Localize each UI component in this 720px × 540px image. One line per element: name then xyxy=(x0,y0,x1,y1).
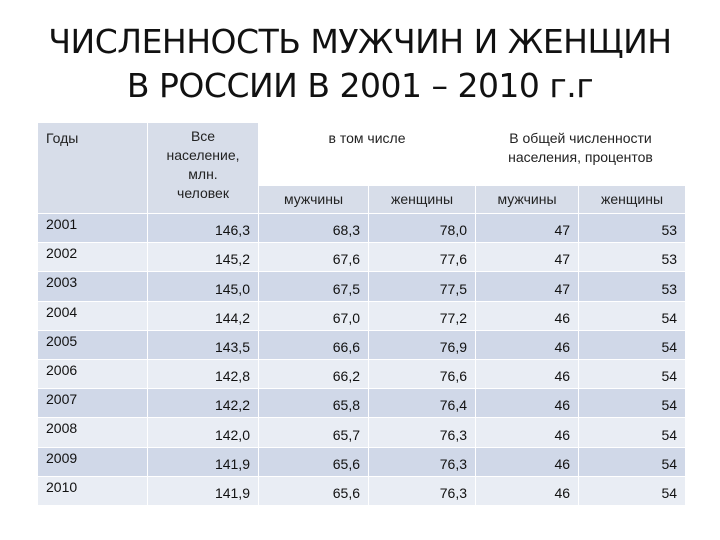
value-cell: 67,0 xyxy=(258,300,369,331)
value-cell: 54 xyxy=(578,446,687,477)
table-row: 2005 143,5 66,6 76,9 46 54 xyxy=(37,329,687,360)
header-cell: Все население, млн. человек xyxy=(147,122,259,214)
value-cell: 46 xyxy=(475,446,580,477)
table-row: 2003 145,0 67,5 77,5 47 53 xyxy=(37,271,687,302)
value-cell: 66,2 xyxy=(258,358,369,390)
value-cell: 68,3 xyxy=(258,212,369,244)
year-cell: 2001 xyxy=(37,212,148,244)
value-cell: 76,9 xyxy=(367,329,477,360)
year-cell: 2009 xyxy=(37,446,148,477)
header-cell: в том числе xyxy=(257,122,477,186)
value-cell: 46 xyxy=(475,358,580,390)
value-cell: 54 xyxy=(578,388,687,419)
value-cell: 67,6 xyxy=(258,242,369,273)
year-cell: 2006 xyxy=(37,358,148,390)
value-cell: 47 xyxy=(475,242,580,273)
table-row: 2006 142,8 66,2 76,6 46 54 xyxy=(37,358,687,390)
year-cell: 2007 xyxy=(37,388,148,419)
value-cell: 76,3 xyxy=(367,446,477,477)
value-cell: 53 xyxy=(578,242,687,273)
value-cell: 46 xyxy=(475,329,580,360)
subheader-cell: женщины xyxy=(367,185,477,214)
subheader-cell: женщины xyxy=(578,185,687,214)
value-cell: 145,0 xyxy=(147,271,259,302)
year-cell: 2010 xyxy=(37,475,148,506)
value-cell: 65,8 xyxy=(258,388,369,419)
subheader-cell: мужчины xyxy=(475,185,580,214)
value-cell: 53 xyxy=(578,212,687,244)
table-row: 2010 141,9 65,6 76,3 46 54 xyxy=(37,475,687,506)
table-row: 2009 141,9 65,6 76,3 46 54 xyxy=(37,446,687,477)
value-cell: 141,9 xyxy=(147,446,259,477)
value-cell: 77,2 xyxy=(367,300,477,331)
value-cell: 145,2 xyxy=(147,242,259,273)
value-cell: 65,6 xyxy=(258,475,369,506)
value-cell: 54 xyxy=(578,475,687,506)
value-cell: 54 xyxy=(578,329,687,360)
value-cell: 47 xyxy=(475,212,580,244)
header-cell: В общей численности населения, процентов xyxy=(475,122,687,186)
year-cell: 2008 xyxy=(37,417,148,448)
value-cell: 142,8 xyxy=(147,358,259,390)
value-cell: 66,6 xyxy=(258,329,369,360)
value-cell: 141,9 xyxy=(147,475,259,506)
table-row: 2008 142,0 65,7 76,3 46 54 xyxy=(37,417,687,448)
table-row: 2001 146,3 68,3 78,0 47 53 xyxy=(37,212,687,244)
value-cell: 46 xyxy=(475,300,580,331)
value-cell: 76,3 xyxy=(367,475,477,506)
value-cell: 76,4 xyxy=(367,388,477,419)
title-line: ЧИСЛЕННОСТЬ МУЖЧИН И ЖЕНЩИН xyxy=(48,22,672,61)
year-cell: 2005 xyxy=(37,329,148,360)
value-cell: 46 xyxy=(475,388,580,419)
value-cell: 54 xyxy=(578,300,687,331)
title: ЧИСЛЕННОСТЬ МУЖЧИН И ЖЕНЩИН В РОССИИ В 2… xyxy=(0,20,720,108)
table-row: 2002 145,2 67,6 77,6 47 53 xyxy=(37,242,687,273)
table-row: 2007 142,2 65,8 76,4 46 54 xyxy=(37,388,687,419)
value-cell: 78,0 xyxy=(367,212,477,244)
value-cell: 46 xyxy=(475,417,580,448)
value-cell: 144,2 xyxy=(147,300,259,331)
value-cell: 76,3 xyxy=(367,417,477,448)
title-line: В РОССИИ В 2001 – 2010 г.г xyxy=(126,66,594,105)
value-cell: 77,5 xyxy=(367,271,477,302)
subheader-cell: мужчины xyxy=(258,185,369,214)
table-body: 2001 146,3 68,3 78,0 47 53 2002 145,2 67,6 77,6 47… xyxy=(37,212,687,506)
value-cell: 77,6 xyxy=(367,242,477,273)
value-cell: 46 xyxy=(475,475,580,506)
value-cell: 67,5 xyxy=(258,271,369,302)
header-cell: Годы xyxy=(37,122,148,214)
data-table: Годы Все население, млн. человек в том ч… xyxy=(37,122,687,506)
value-cell: 76,6 xyxy=(367,358,477,390)
value-cell: 53 xyxy=(578,271,687,302)
value-cell: 143,5 xyxy=(147,329,259,360)
table-row: 2004 144,2 67,0 77,2 46 54 xyxy=(37,300,687,331)
year-cell: 2003 xyxy=(37,271,148,302)
value-cell: 65,6 xyxy=(258,446,369,477)
value-cell: 146,3 xyxy=(147,212,259,244)
year-cell: 2004 xyxy=(37,300,148,331)
value-cell: 65,7 xyxy=(258,417,369,448)
value-cell: 54 xyxy=(578,358,687,390)
value-cell: 47 xyxy=(475,271,580,302)
value-cell: 54 xyxy=(578,417,687,448)
value-cell: 142,2 xyxy=(147,388,259,419)
value-cell: 142,0 xyxy=(147,417,259,448)
year-cell: 2002 xyxy=(37,242,148,273)
